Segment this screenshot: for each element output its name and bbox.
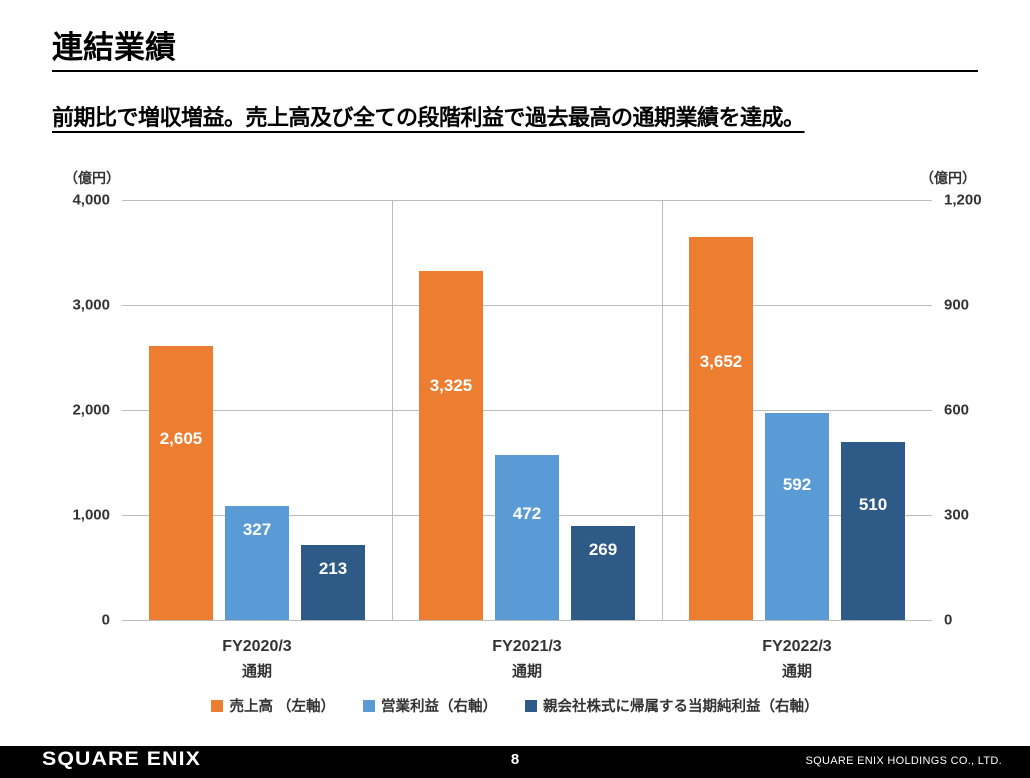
ytick-left: 1,000 (72, 507, 110, 524)
x-category-sublabel: 通期 (782, 660, 812, 681)
bar-value-label: 510 (841, 495, 905, 515)
bar-value-label: 3,325 (419, 376, 483, 396)
title-underline (52, 70, 978, 72)
legend-label: 親会社株式に帰属する当期純利益（右軸） (543, 699, 819, 715)
ytick-left: 2,000 (72, 402, 110, 419)
bar: 510 (841, 442, 905, 621)
bar-value-label: 213 (301, 559, 365, 579)
legend: 売上高 （左軸） 営業利益（右軸） 親会社株式に帰属する当期純利益（右軸） (0, 695, 1030, 716)
gridline (122, 410, 932, 411)
bar-value-label: 592 (765, 475, 829, 495)
group-separator (392, 200, 393, 620)
x-category-label: FY2021/3 (492, 638, 561, 656)
legend-label: 営業利益（右軸） (381, 699, 497, 715)
legend-item: 親会社株式に帰属する当期純利益（右軸） (525, 695, 819, 716)
footer: SQUARE ENIX 8 SQUARE ENIX HOLDINGS CO., … (0, 746, 1030, 778)
bar: 3,325 (419, 271, 483, 620)
gridline (122, 620, 932, 621)
gridline (122, 200, 932, 201)
bar-chart: 001,0003002,0006003,0009004,0001,2002,60… (122, 200, 932, 620)
page-subtitle: 前期比で増収増益。売上高及び全ての段階利益で過去最高の通期業績を達成。 (52, 100, 805, 132)
bar: 472 (495, 455, 559, 620)
ytick-left: 4,000 (72, 192, 110, 209)
bar: 3,652 (689, 237, 753, 620)
footer-company: SQUARE ENIX HOLDINGS CO., LTD. (806, 755, 1002, 767)
page-title: 連結業績 (52, 22, 176, 67)
group-separator (662, 200, 663, 620)
bar-value-label: 327 (225, 520, 289, 540)
legend-swatch (211, 700, 223, 712)
y-axis-left-unit: （億円） (64, 168, 120, 188)
legend-label: 売上高 （左軸） (229, 699, 335, 715)
x-category-sublabel: 通期 (512, 660, 542, 681)
ytick-left: 0 (102, 612, 110, 629)
ytick-right: 300 (944, 507, 969, 524)
legend-item: 売上高 （左軸） (211, 695, 335, 716)
slide: 連結業績 前期比で増収増益。売上高及び全ての段階利益で過去最高の通期業績を達成。… (0, 0, 1030, 778)
legend-item: 営業利益（右軸） (363, 695, 497, 716)
bar-value-label: 2,605 (149, 429, 213, 449)
ytick-right: 600 (944, 402, 969, 419)
ytick-right: 900 (944, 297, 969, 314)
ytick-left: 3,000 (72, 297, 110, 314)
x-category-sublabel: 通期 (242, 660, 272, 681)
bar: 592 (765, 413, 829, 620)
bar: 269 (571, 526, 635, 620)
gridline (122, 305, 932, 306)
bar: 213 (301, 545, 365, 620)
y-axis-right-unit: （億円） (920, 168, 976, 188)
bar-value-label: 269 (571, 540, 635, 560)
ytick-right: 1,200 (944, 192, 982, 209)
legend-swatch (363, 700, 375, 712)
bar-value-label: 472 (495, 504, 559, 524)
ytick-right: 0 (944, 612, 952, 629)
x-category-label: FY2020/3 (222, 638, 291, 656)
bar: 2,605 (149, 346, 213, 620)
bar: 327 (225, 506, 289, 620)
legend-swatch (525, 700, 537, 712)
x-category-label: FY2022/3 (762, 638, 831, 656)
bar-value-label: 3,652 (689, 352, 753, 372)
